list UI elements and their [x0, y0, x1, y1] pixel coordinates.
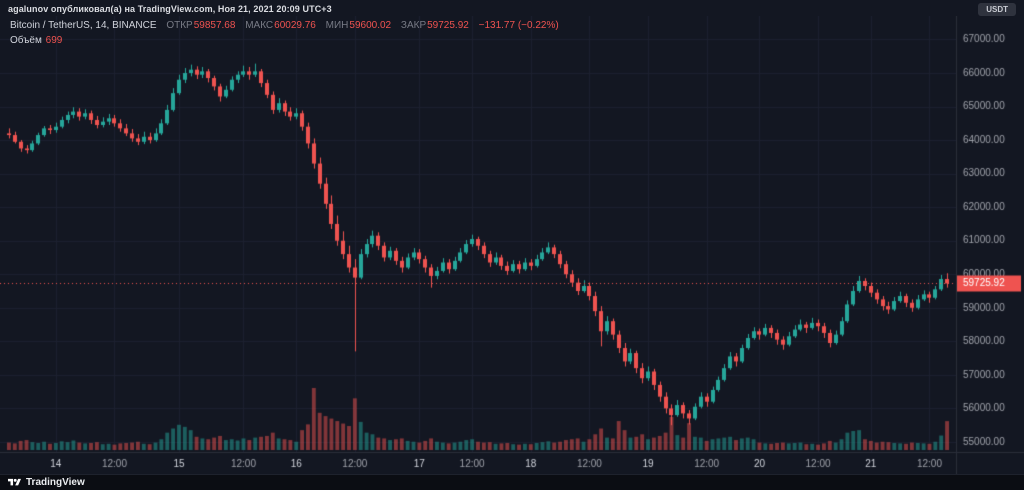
volume-value: 699: [45, 35, 63, 46]
low-value: 59600.02: [349, 20, 392, 31]
legend-row-volume: Объём 699: [10, 35, 559, 47]
symbol-title[interactable]: Bitcoin / TetherUS, 14, BINANCE: [10, 20, 157, 31]
attribution-bar: agalunov опубликовал(а) на TradingView.c…: [0, 0, 1024, 16]
price-chart-canvas[interactable]: [0, 16, 1024, 474]
footer-bar: TradingView: [0, 474, 1024, 490]
attribution-link[interactable]: agalunov опубликовал(а) на TradingView.c…: [8, 4, 332, 14]
open-value: 59857.68: [193, 20, 236, 31]
close-label: ЗАКР: [400, 20, 427, 31]
legend-row-symbol: Bitcoin / TetherUS, 14, BINANCE ОТКР5985…: [10, 20, 559, 32]
chart-legend: Bitcoin / TetherUS, 14, BINANCE ОТКР5985…: [10, 20, 559, 50]
change-value: −131.77 (−0.22%): [478, 20, 559, 31]
quote-currency-badge[interactable]: USDT: [978, 2, 1016, 16]
high-value: 60029.76: [274, 20, 316, 31]
tradingview-brand-text[interactable]: TradingView: [26, 477, 85, 488]
tradingview-logo-icon[interactable]: [8, 477, 21, 488]
low-label: МИН: [325, 20, 349, 31]
open-label: ОТКР: [166, 20, 193, 31]
close-value: 59725.92: [427, 20, 469, 31]
volume-label[interactable]: Объём: [10, 35, 42, 46]
high-label: МАКС: [245, 20, 274, 31]
